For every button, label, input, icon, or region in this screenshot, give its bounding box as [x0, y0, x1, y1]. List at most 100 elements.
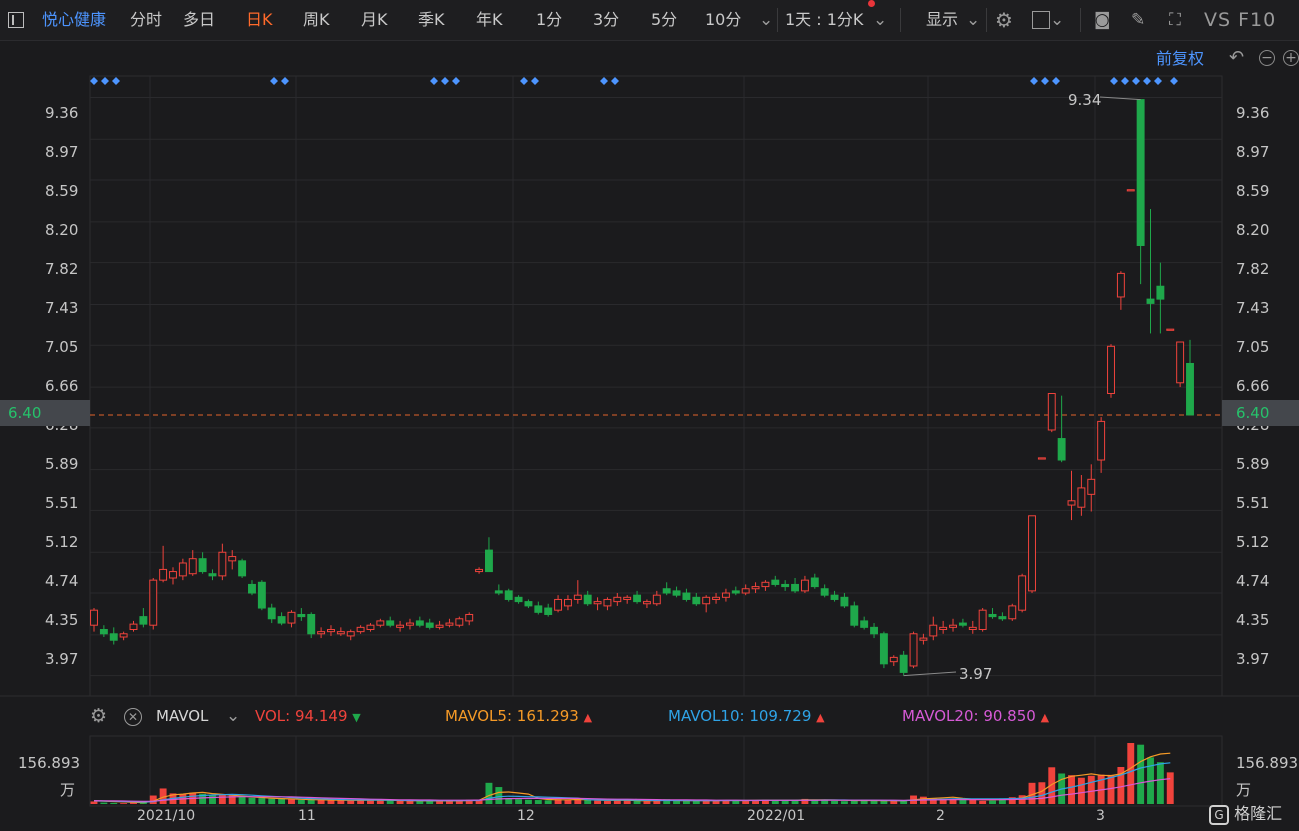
square-select-icon[interactable]: ⌄	[1032, 0, 1064, 40]
candle	[800, 579, 809, 592]
volume-bar	[1137, 744, 1145, 804]
candle	[1047, 393, 1056, 431]
current-price-tag-right: 6.40	[1222, 400, 1299, 426]
volume-bar	[90, 801, 98, 804]
candle	[652, 594, 661, 605]
candle	[1176, 341, 1185, 384]
zoom-out-icon[interactable]: −	[1259, 50, 1275, 66]
stock-name[interactable]: 悦心健康	[42, 10, 107, 29]
up-arrow-icon: ▲	[816, 711, 825, 724]
candle	[573, 594, 582, 600]
event-markers	[90, 77, 1178, 85]
chevron-down-icon[interactable]: ⌄	[226, 706, 241, 726]
candle	[820, 588, 829, 596]
candle	[228, 556, 237, 562]
volume-bar	[781, 800, 789, 804]
multi-period-combo[interactable]: 1天 : 1分K	[785, 10, 864, 29]
candle	[1008, 605, 1017, 620]
price-tick: 4.74	[1236, 572, 1270, 590]
x-tick: 2	[936, 808, 945, 824]
tab-weekly-k[interactable]: 周K	[303, 10, 330, 29]
volume-bar	[998, 798, 1006, 804]
volume-bar	[959, 799, 967, 804]
volume-bar	[989, 800, 996, 804]
price-tick: 5.89	[45, 455, 79, 473]
candle	[721, 592, 730, 598]
tab-1min[interactable]: 1分	[536, 10, 563, 29]
event-diamond-icon	[611, 77, 619, 85]
volume-bar	[969, 800, 977, 804]
x-tick: 3	[1096, 808, 1105, 824]
indicator-name[interactable]: MAVOL	[156, 707, 209, 725]
candle	[741, 588, 750, 594]
toolbar: 悦心健康 分时 多日 日K 周K 月K 季K 年K 1分 3分 5分 10分 ⌄…	[0, 0, 1299, 41]
chevron-down-icon[interactable]: ⌄	[759, 10, 774, 30]
panel-icon[interactable]	[8, 0, 24, 40]
volume-bar	[594, 800, 602, 804]
candle	[998, 616, 1007, 620]
candle	[1156, 285, 1165, 300]
event-diamond-icon	[90, 77, 98, 85]
vs-f10-button[interactable]: VS F10	[1204, 9, 1277, 31]
volume-bar	[742, 800, 750, 804]
divider	[900, 8, 901, 32]
ma20-value: 90.850	[983, 707, 1036, 725]
volume-bar	[682, 800, 690, 804]
volume-bar	[110, 802, 118, 804]
pencil-icon[interactable]: ✎	[1131, 10, 1146, 30]
volume-bar	[653, 800, 661, 804]
event-diamond-icon	[520, 77, 528, 85]
adjust-mode[interactable]: 前复权	[1156, 49, 1205, 68]
up-arrow-icon: ▲	[583, 711, 593, 724]
volume-bar	[238, 796, 246, 804]
volume-bar	[515, 799, 523, 804]
camera-icon[interactable]: ◙	[1094, 10, 1111, 30]
candle	[563, 598, 572, 607]
volume-bar	[1048, 767, 1056, 804]
tab-yearly-k[interactable]: 年K	[476, 10, 503, 29]
display-menu[interactable]: 显示	[926, 10, 959, 29]
volume-bar	[712, 800, 720, 804]
tab-duori[interactable]: 多日	[183, 10, 216, 29]
ma20-line	[93, 778, 1171, 802]
price-tick: 4.35	[45, 611, 79, 629]
price-tick: 5.12	[45, 533, 79, 551]
chevron-down-icon[interactable]: ⌄	[966, 10, 981, 30]
candle	[1107, 345, 1115, 395]
volume-bar	[337, 800, 345, 804]
candle	[336, 631, 345, 635]
candle	[218, 551, 227, 577]
volume-bar	[228, 795, 236, 804]
volume-bar	[436, 801, 444, 804]
gear-icon[interactable]: ⚙	[90, 705, 108, 727]
volume-bar	[149, 795, 157, 804]
fullscreen-icon[interactable]: ⛶	[1169, 10, 1181, 30]
tab-monthly-k[interactable]: 月K	[361, 10, 388, 29]
volume-bar	[248, 797, 256, 804]
volume-bar	[584, 800, 592, 804]
candle	[672, 590, 681, 596]
volume-bar	[130, 802, 137, 804]
volume-bar	[761, 799, 769, 804]
chevron-down-icon[interactable]: ⌄	[873, 10, 888, 30]
close-icon[interactable]: ✕	[124, 704, 142, 728]
tab-3min[interactable]: 3分	[593, 10, 620, 29]
tab-fenshi[interactable]: 分时	[130, 10, 163, 29]
price-tick: 8.97	[1236, 143, 1270, 161]
event-diamond-icon	[1121, 77, 1129, 85]
gear-icon[interactable]: ⚙	[995, 8, 1013, 32]
tab-10min[interactable]: 10分	[705, 10, 742, 29]
tab-5min[interactable]: 5分	[651, 10, 678, 29]
candle	[514, 596, 523, 603]
ma10-legend: MAVOL10: 109.729 ▲	[668, 704, 825, 728]
candle	[1067, 500, 1076, 506]
tab-daily-k[interactable]: 日K	[246, 10, 273, 29]
volume-bar	[426, 800, 434, 804]
volume-bar	[860, 799, 868, 804]
volume-bar	[475, 800, 483, 804]
tab-quarterly-k[interactable]: 季K	[418, 10, 445, 29]
candles	[90, 96, 1194, 677]
candle	[1166, 328, 1175, 331]
undo-icon[interactable]: ↶	[1229, 47, 1245, 68]
